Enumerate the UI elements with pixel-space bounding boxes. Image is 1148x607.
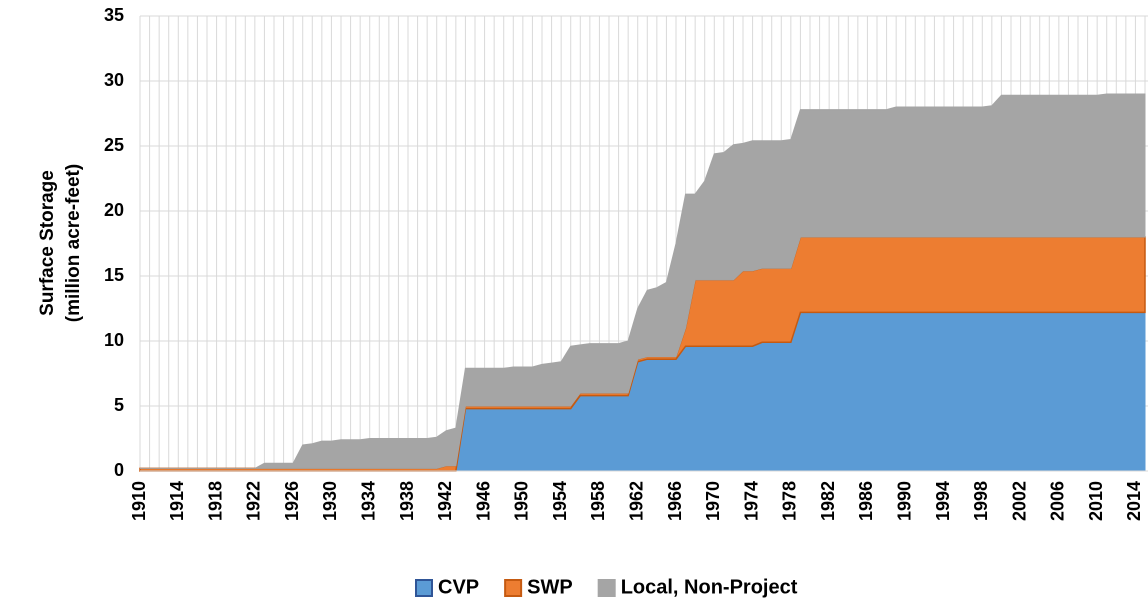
legend-label: CVP <box>438 576 479 598</box>
legend-label: Local, Non-Project <box>621 576 798 598</box>
x-tick-label: 1950 <box>512 481 532 521</box>
x-tick-label: 1942 <box>435 481 455 521</box>
y-tick-label: 0 <box>114 460 124 480</box>
legend-swatch <box>504 579 523 597</box>
legend-swatch <box>415 579 433 597</box>
y-axis-label: Surface Storage <box>37 170 58 316</box>
legend-swatch <box>597 579 616 597</box>
x-tick-label: 1998 <box>971 481 991 521</box>
x-tick-label: 1954 <box>550 481 570 521</box>
x-tick-label: 2014 <box>1124 481 1144 521</box>
x-tick-label: 1970 <box>703 481 723 521</box>
x-tick-label: 1938 <box>397 481 417 521</box>
y-tick-label: 25 <box>104 135 124 155</box>
x-tick-label: 2002 <box>1009 481 1029 521</box>
x-tick-label: 1918 <box>205 481 225 521</box>
y-tick-label: 20 <box>104 200 124 220</box>
x-tick-label: 1966 <box>665 481 685 521</box>
y-axis-label: (million acre-feet) <box>63 164 84 322</box>
x-tick-label: 1994 <box>933 481 953 521</box>
y-tick-label: 15 <box>104 265 124 285</box>
area <box>140 93 1146 469</box>
x-tick-label: 1910 <box>129 481 149 521</box>
x-tick-label: 1990 <box>894 481 914 521</box>
x-tick-label: 1958 <box>588 481 608 521</box>
x-tick-label: 1922 <box>244 481 264 521</box>
x-tick-label: 1926 <box>282 481 302 521</box>
x-tick-label: 2010 <box>1086 481 1106 521</box>
y-tick-label: 10 <box>104 330 124 350</box>
x-tick-label: 1934 <box>358 481 378 521</box>
x-tick-label: 2006 <box>1048 481 1068 521</box>
x-tick-label: 1914 <box>167 481 187 521</box>
x-tick-label: 1974 <box>741 481 761 521</box>
x-tick-label: 1978 <box>780 481 800 521</box>
y-tick-label: 35 <box>104 5 124 25</box>
x-tick-label: 1982 <box>818 481 838 521</box>
y-tick-label: 30 <box>104 70 124 90</box>
y-tick-label: 5 <box>114 395 124 415</box>
x-tick-label: 1946 <box>473 481 493 521</box>
x-tick-label: 1930 <box>320 481 340 521</box>
x-tick-label: 1962 <box>626 481 646 521</box>
x-tick-label: 1986 <box>856 481 876 521</box>
legend-label: SWP <box>527 576 573 598</box>
